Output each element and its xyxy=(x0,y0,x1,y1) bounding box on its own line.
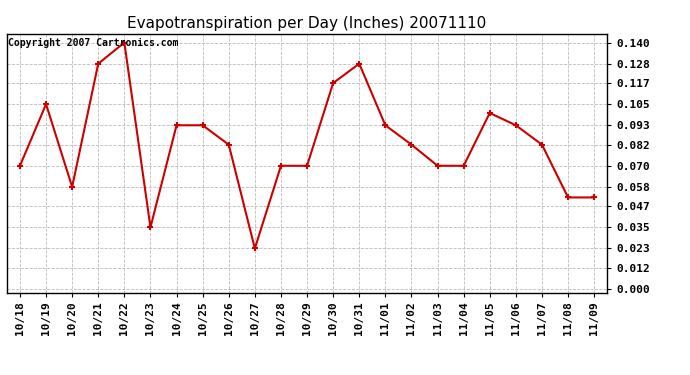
Text: Copyright 2007 Cartronics.com: Copyright 2007 Cartronics.com xyxy=(8,38,179,48)
Title: Evapotranspiration per Day (Inches) 20071110: Evapotranspiration per Day (Inches) 2007… xyxy=(128,16,486,31)
